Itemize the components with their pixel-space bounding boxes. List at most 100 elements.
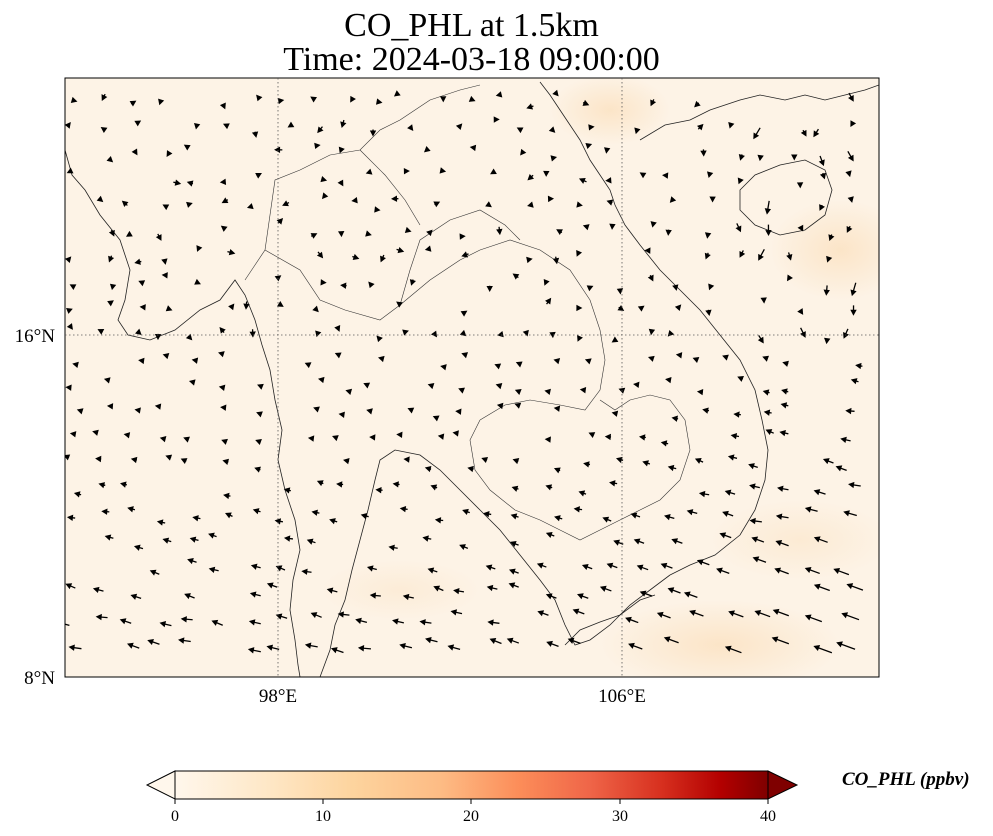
wind-arrow (639, 434, 646, 441)
wind-arrow (432, 415, 440, 422)
wind-arrow (578, 177, 587, 184)
wind-arrow (336, 481, 344, 488)
wind-arrow (493, 116, 500, 123)
wind-arrow (516, 127, 524, 134)
wind-arrow (162, 204, 170, 211)
wind-arrow (403, 456, 410, 463)
wind-arrow (69, 284, 77, 290)
wind-arrow (120, 481, 128, 488)
wind-arrow (274, 518, 283, 525)
wind-arrow (377, 355, 385, 363)
wind-arrow (495, 91, 503, 98)
wind-arrow (527, 173, 535, 181)
wind-arrow (728, 610, 744, 618)
wind-arrow (249, 591, 261, 598)
wind-arrow (526, 256, 533, 264)
wind-arrow (573, 506, 583, 513)
wind-arrow (760, 297, 767, 304)
wind-arrow (133, 544, 144, 551)
wind-arrow (586, 285, 594, 292)
wind-arrow (183, 436, 190, 443)
wind-arrow (702, 407, 710, 414)
wind-arrow (543, 170, 550, 177)
wind-arrow (546, 640, 559, 647)
wind-arrow (158, 98, 165, 106)
wind-arrow (841, 612, 860, 621)
wind-arrow (716, 567, 730, 574)
wind-arrow (266, 644, 280, 651)
country-borders (244, 84, 691, 541)
wind-arrow (404, 226, 412, 233)
wind-arrow (337, 179, 344, 187)
wind-arrow (634, 127, 641, 135)
wind-arrow (584, 358, 592, 365)
wind-arrow (311, 509, 320, 516)
wind-arrow (425, 637, 438, 644)
colorbar: 0 10 20 30 40 (145, 770, 799, 825)
wind-arrow (671, 538, 683, 545)
wind-arrow (748, 463, 758, 470)
wind-arrow (66, 323, 73, 330)
wind-arrow (283, 535, 294, 542)
wind-arrow (753, 127, 761, 140)
wind-arrow (376, 335, 383, 343)
wind-arrow (647, 274, 654, 282)
wind-arrow (510, 513, 519, 520)
wind-arrow (185, 333, 193, 341)
wind-arrow (220, 404, 227, 411)
wind-arrow (434, 517, 444, 524)
wind-arrow (843, 510, 857, 517)
wind-arrow (423, 146, 431, 153)
wind-arrow (334, 352, 342, 359)
wind-arrow (156, 519, 166, 526)
wind-arrow (252, 508, 261, 515)
wind-arrow (155, 233, 162, 241)
wind-arrow (439, 167, 447, 174)
wind-arrow (552, 256, 560, 265)
wind-arrow (320, 279, 327, 286)
wind-arrow (508, 582, 519, 589)
wind-arrow (786, 252, 793, 261)
wind-arrow (644, 247, 651, 254)
wind-arrow (797, 308, 804, 315)
wind-arrow (95, 613, 108, 621)
wind-arrow (617, 305, 625, 312)
wind-arrow (582, 99, 590, 106)
wind-arrow (92, 586, 104, 594)
wind-arrow (313, 406, 320, 413)
wind-arrow (221, 197, 229, 204)
wind-arrow (724, 645, 742, 654)
wind-arrow (184, 593, 195, 600)
wind-arrow (208, 532, 217, 539)
wind-arrow (193, 122, 201, 130)
wind-arrow (544, 388, 551, 395)
wind-arrow (283, 487, 291, 494)
wind-arrow (306, 538, 316, 545)
wind-arrow (316, 251, 324, 259)
wind-arrow (376, 98, 383, 105)
wind-arrow (694, 100, 701, 108)
wind-arrow (796, 182, 804, 189)
wind-arrow (486, 584, 498, 592)
wind-arrow (813, 128, 820, 138)
wind-arrow (486, 285, 493, 292)
wind-arrow (178, 637, 191, 644)
wind-arrow (665, 376, 672, 384)
wind-arrow (583, 461, 591, 468)
wind-arrow (173, 179, 182, 186)
wind-arrow (334, 325, 341, 332)
wind-arrow (585, 142, 593, 150)
wind-arrow (553, 358, 561, 365)
wind-arrow (737, 177, 744, 185)
wind-arrow (452, 430, 459, 437)
wind-arrow (663, 636, 679, 644)
wind-arrow (813, 645, 833, 654)
wind-arrow (424, 245, 432, 252)
wind-arrow (221, 438, 228, 445)
wind-arrow (392, 618, 405, 625)
wind-arrow (797, 224, 804, 232)
wind-arrow (667, 464, 677, 472)
wind-arrow (343, 458, 350, 465)
wind-arrow (648, 328, 656, 336)
wind-arrow (310, 612, 322, 619)
